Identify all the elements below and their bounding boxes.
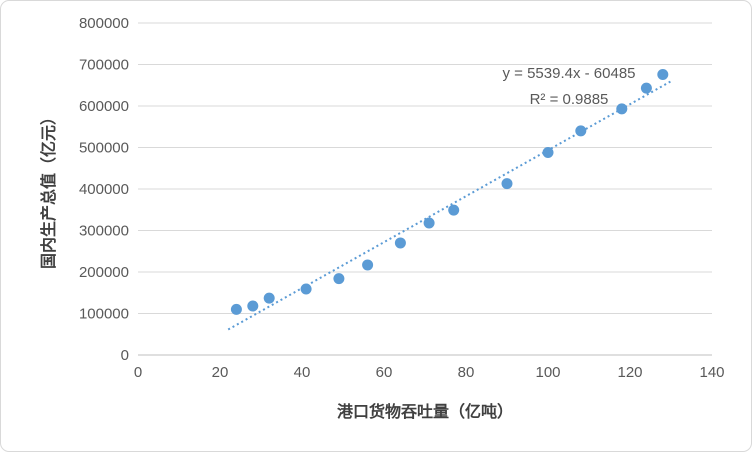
scatter-point xyxy=(263,292,275,304)
scatter-point xyxy=(247,300,259,312)
y-tick-label: 100000 xyxy=(79,306,129,323)
y-tick-label: 300000 xyxy=(79,223,129,240)
scatter-point xyxy=(300,283,312,295)
scatter-point xyxy=(333,273,345,285)
r-squared-label: R² = 0.9885 xyxy=(529,91,609,109)
y-tick-label: 700000 xyxy=(79,57,129,74)
scatter-point xyxy=(575,125,587,137)
scatter-point xyxy=(542,146,554,158)
scatter-point xyxy=(657,68,669,80)
scatter-point xyxy=(640,82,652,94)
trendline-equation: y = 5539.4x - 60485 xyxy=(502,65,636,82)
scatter-point xyxy=(616,103,628,115)
scatter-point xyxy=(230,303,242,315)
x-tick-label: 80 xyxy=(458,364,475,381)
x-tick-label: 100 xyxy=(535,364,560,381)
y-tick-label: 800000 xyxy=(79,15,129,32)
x-tick-label: 0 xyxy=(134,364,142,381)
y-tick-label: 400000 xyxy=(79,181,129,198)
y-axis-title: 国内生产总值（亿元） xyxy=(41,108,58,270)
y-tick-label: 500000 xyxy=(79,140,129,157)
scatter-point xyxy=(362,259,374,271)
x-tick-label: 120 xyxy=(617,364,642,381)
x-tick-label: 140 xyxy=(699,364,724,381)
x-axis-title: 港口货物吞吐量（亿吨） xyxy=(336,404,514,421)
y-tick-label: 200000 xyxy=(79,264,129,281)
scatter-point xyxy=(423,217,435,229)
scatter-point xyxy=(501,178,513,190)
scatter-point xyxy=(394,237,406,249)
y-tick-label: 600000 xyxy=(79,98,129,115)
y-tick-label: 0 xyxy=(121,347,129,364)
x-tick-label: 60 xyxy=(376,364,393,381)
scatter-point xyxy=(448,204,460,216)
x-tick-label: 20 xyxy=(212,364,229,381)
trendline xyxy=(227,79,674,331)
trendline-annotation: y = 5539.4x - 60485 R² = 0.9885 xyxy=(502,61,635,114)
x-tick-label: 40 xyxy=(294,364,311,381)
